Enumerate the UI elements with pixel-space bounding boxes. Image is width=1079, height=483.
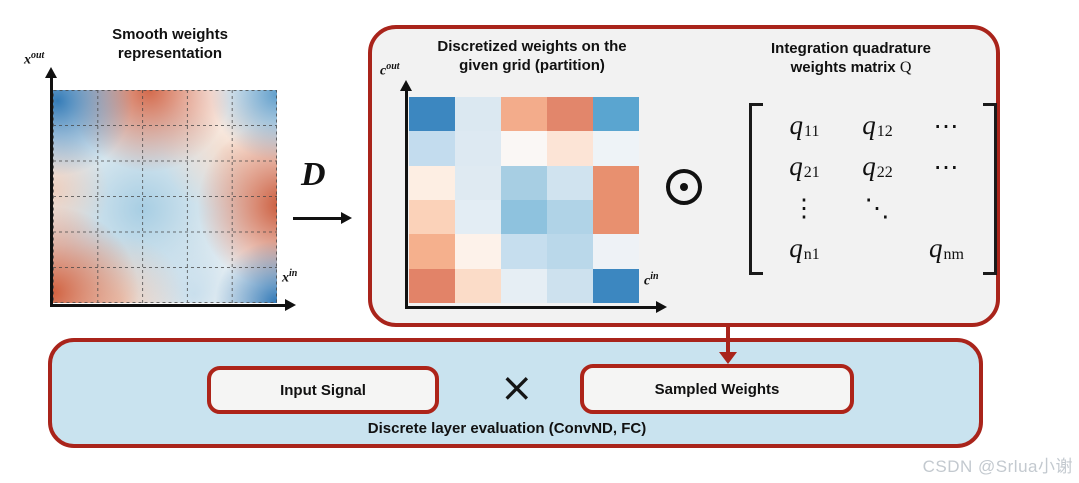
- disc-x-axis-arrowhead-icon: [656, 301, 667, 313]
- smooth-panel-title: Smooth weights representation: [70, 25, 270, 63]
- connector-arrow-line: [726, 327, 730, 354]
- c-out-sup: out: [386, 61, 400, 72]
- heatmap-cell: [501, 199, 547, 235]
- smooth-x-axis: [50, 304, 286, 307]
- heatmap-cell: [501, 165, 547, 200]
- x-in-sup: in: [289, 268, 298, 279]
- input-signal-box: Input Signal: [207, 366, 439, 414]
- heatmap-cell: [409, 97, 455, 132]
- discretization-operator-symbol: D: [301, 156, 326, 193]
- matrix-title-line1: Integration quadrature: [770, 40, 931, 57]
- heatmap-cell: [547, 97, 593, 132]
- times-icon: ×: [500, 365, 534, 411]
- heatmap-cell: [409, 234, 455, 269]
- matrix-cell: [841, 228, 913, 269]
- matrix-title-line2-text: weights matrix: [790, 59, 896, 76]
- bottom-caption: Discrete layer evaluation (ConvND, FC): [367, 420, 647, 437]
- matrix-title-line2: weights matrix Q: [735, 58, 967, 77]
- x-out-base: x: [24, 52, 31, 68]
- disc-y-axis: [405, 91, 408, 309]
- c-out-base: c: [380, 63, 387, 79]
- c-in-axis-label: cin: [644, 271, 659, 290]
- heatmap-cell: [593, 131, 639, 166]
- disc-y-axis-arrowhead-icon: [400, 80, 412, 91]
- matrix-right-bracket: [983, 103, 997, 275]
- matrix-cell: q 11: [789, 110, 820, 140]
- watermark: CSDN @Srlua小谢: [922, 457, 1073, 476]
- c-out-axis-label: cout: [380, 61, 400, 80]
- q-matrix-grid: q 11 q 12 ⋯ q 21 q 22 ⋯ ⋮ ⋱ q n1 q nm: [763, 103, 983, 275]
- heatmap-cell: [455, 97, 501, 132]
- smooth-y-axis: [50, 78, 53, 307]
- partition-grid-lines: [53, 90, 277, 303]
- x-in-base: x: [282, 270, 289, 286]
- x-out-axis-label: xout: [24, 50, 44, 69]
- smooth-x-axis-arrowhead-icon: [285, 299, 296, 311]
- c-in-base: c: [644, 273, 651, 289]
- disc-title-line2: given grid (partition): [459, 57, 605, 74]
- heatmap-cell: [547, 165, 593, 200]
- heatmap-cell: [593, 199, 639, 235]
- d-operator-arrow: [293, 217, 342, 220]
- heatmap-cell: [593, 97, 639, 132]
- matrix-cell: q nm: [929, 233, 964, 263]
- matrix-cell: ⋱: [864, 194, 890, 222]
- smooth-title-line2: representation: [117, 45, 223, 62]
- quadrature-matrix: q 11 q 12 ⋯ q 21 q 22 ⋯ ⋮ ⋱ q n1 q nm: [749, 103, 997, 275]
- matrix-cell: ⋯: [933, 153, 959, 181]
- heatmap-cell: [547, 234, 593, 269]
- matrix-cell: [913, 187, 979, 228]
- smooth-y-axis-arrowhead-icon: [45, 67, 57, 78]
- heatmap-cell: [547, 268, 593, 303]
- discretized-panel-title: Discretized weights on the given grid (p…: [407, 37, 657, 75]
- c-in-sup: in: [650, 271, 659, 282]
- matrix-panel-title: Integration quadrature weights matrix Q: [735, 39, 967, 77]
- heatmap-cell: [455, 199, 501, 235]
- matrix-cell: q 22: [862, 151, 893, 181]
- smooth-title-line1: Smooth weights: [112, 26, 228, 43]
- disc-title-line1: Discretized weights on the: [437, 38, 627, 55]
- matrix-cell: ⋮: [791, 194, 817, 222]
- smooth-weights-heatmap: [53, 90, 277, 303]
- matrix-cell: q n1: [789, 233, 820, 263]
- matrix-cell: q 21: [789, 151, 820, 181]
- heatmap-cell: [455, 165, 501, 200]
- heatmap-cell: [409, 165, 455, 200]
- input-signal-label: Input Signal: [280, 381, 366, 399]
- matrix-symbol-Q: Q: [899, 59, 912, 76]
- heatmap-cell: [455, 268, 501, 303]
- heatmap-cell: [455, 131, 501, 166]
- discretized-weights-heatmap: [409, 97, 639, 303]
- heatmap-cell: [501, 97, 547, 132]
- heatmap-cell: [501, 131, 547, 166]
- heatmap-cell: [547, 131, 593, 166]
- heatmap-cell: [593, 268, 639, 303]
- heatmap-cell: [547, 199, 593, 235]
- heatmap-cell: [501, 268, 547, 303]
- disc-x-axis: [405, 306, 657, 309]
- heatmap-cell: [409, 268, 455, 303]
- discrete-layer-evaluation-box: Input Signal × Sampled Weights Discrete …: [48, 338, 983, 448]
- x-in-axis-label: xin: [282, 268, 297, 287]
- matrix-left-bracket: [749, 103, 763, 275]
- heatmap-cell: [593, 234, 639, 269]
- x-out-sup: out: [31, 50, 45, 61]
- heatmap-cell: [501, 234, 547, 269]
- discretization-container-box: Discretized weights on the given grid (p…: [368, 25, 1000, 327]
- odot-icon: [666, 169, 702, 205]
- matrix-cell: q 12: [862, 110, 893, 140]
- matrix-cell: ⋯: [933, 112, 959, 140]
- sampled-weights-label: Sampled Weights: [654, 380, 780, 398]
- d-operator-arrowhead-icon: [341, 212, 352, 224]
- odot-center-dot: [680, 183, 688, 191]
- heatmap-cell: [455, 234, 501, 269]
- heatmap-cell: [593, 165, 639, 200]
- connector-arrowhead-icon: [719, 352, 737, 364]
- heatmap-cell: [409, 199, 455, 235]
- heatmap-cell: [409, 131, 455, 166]
- sampled-weights-box: Sampled Weights: [580, 364, 854, 414]
